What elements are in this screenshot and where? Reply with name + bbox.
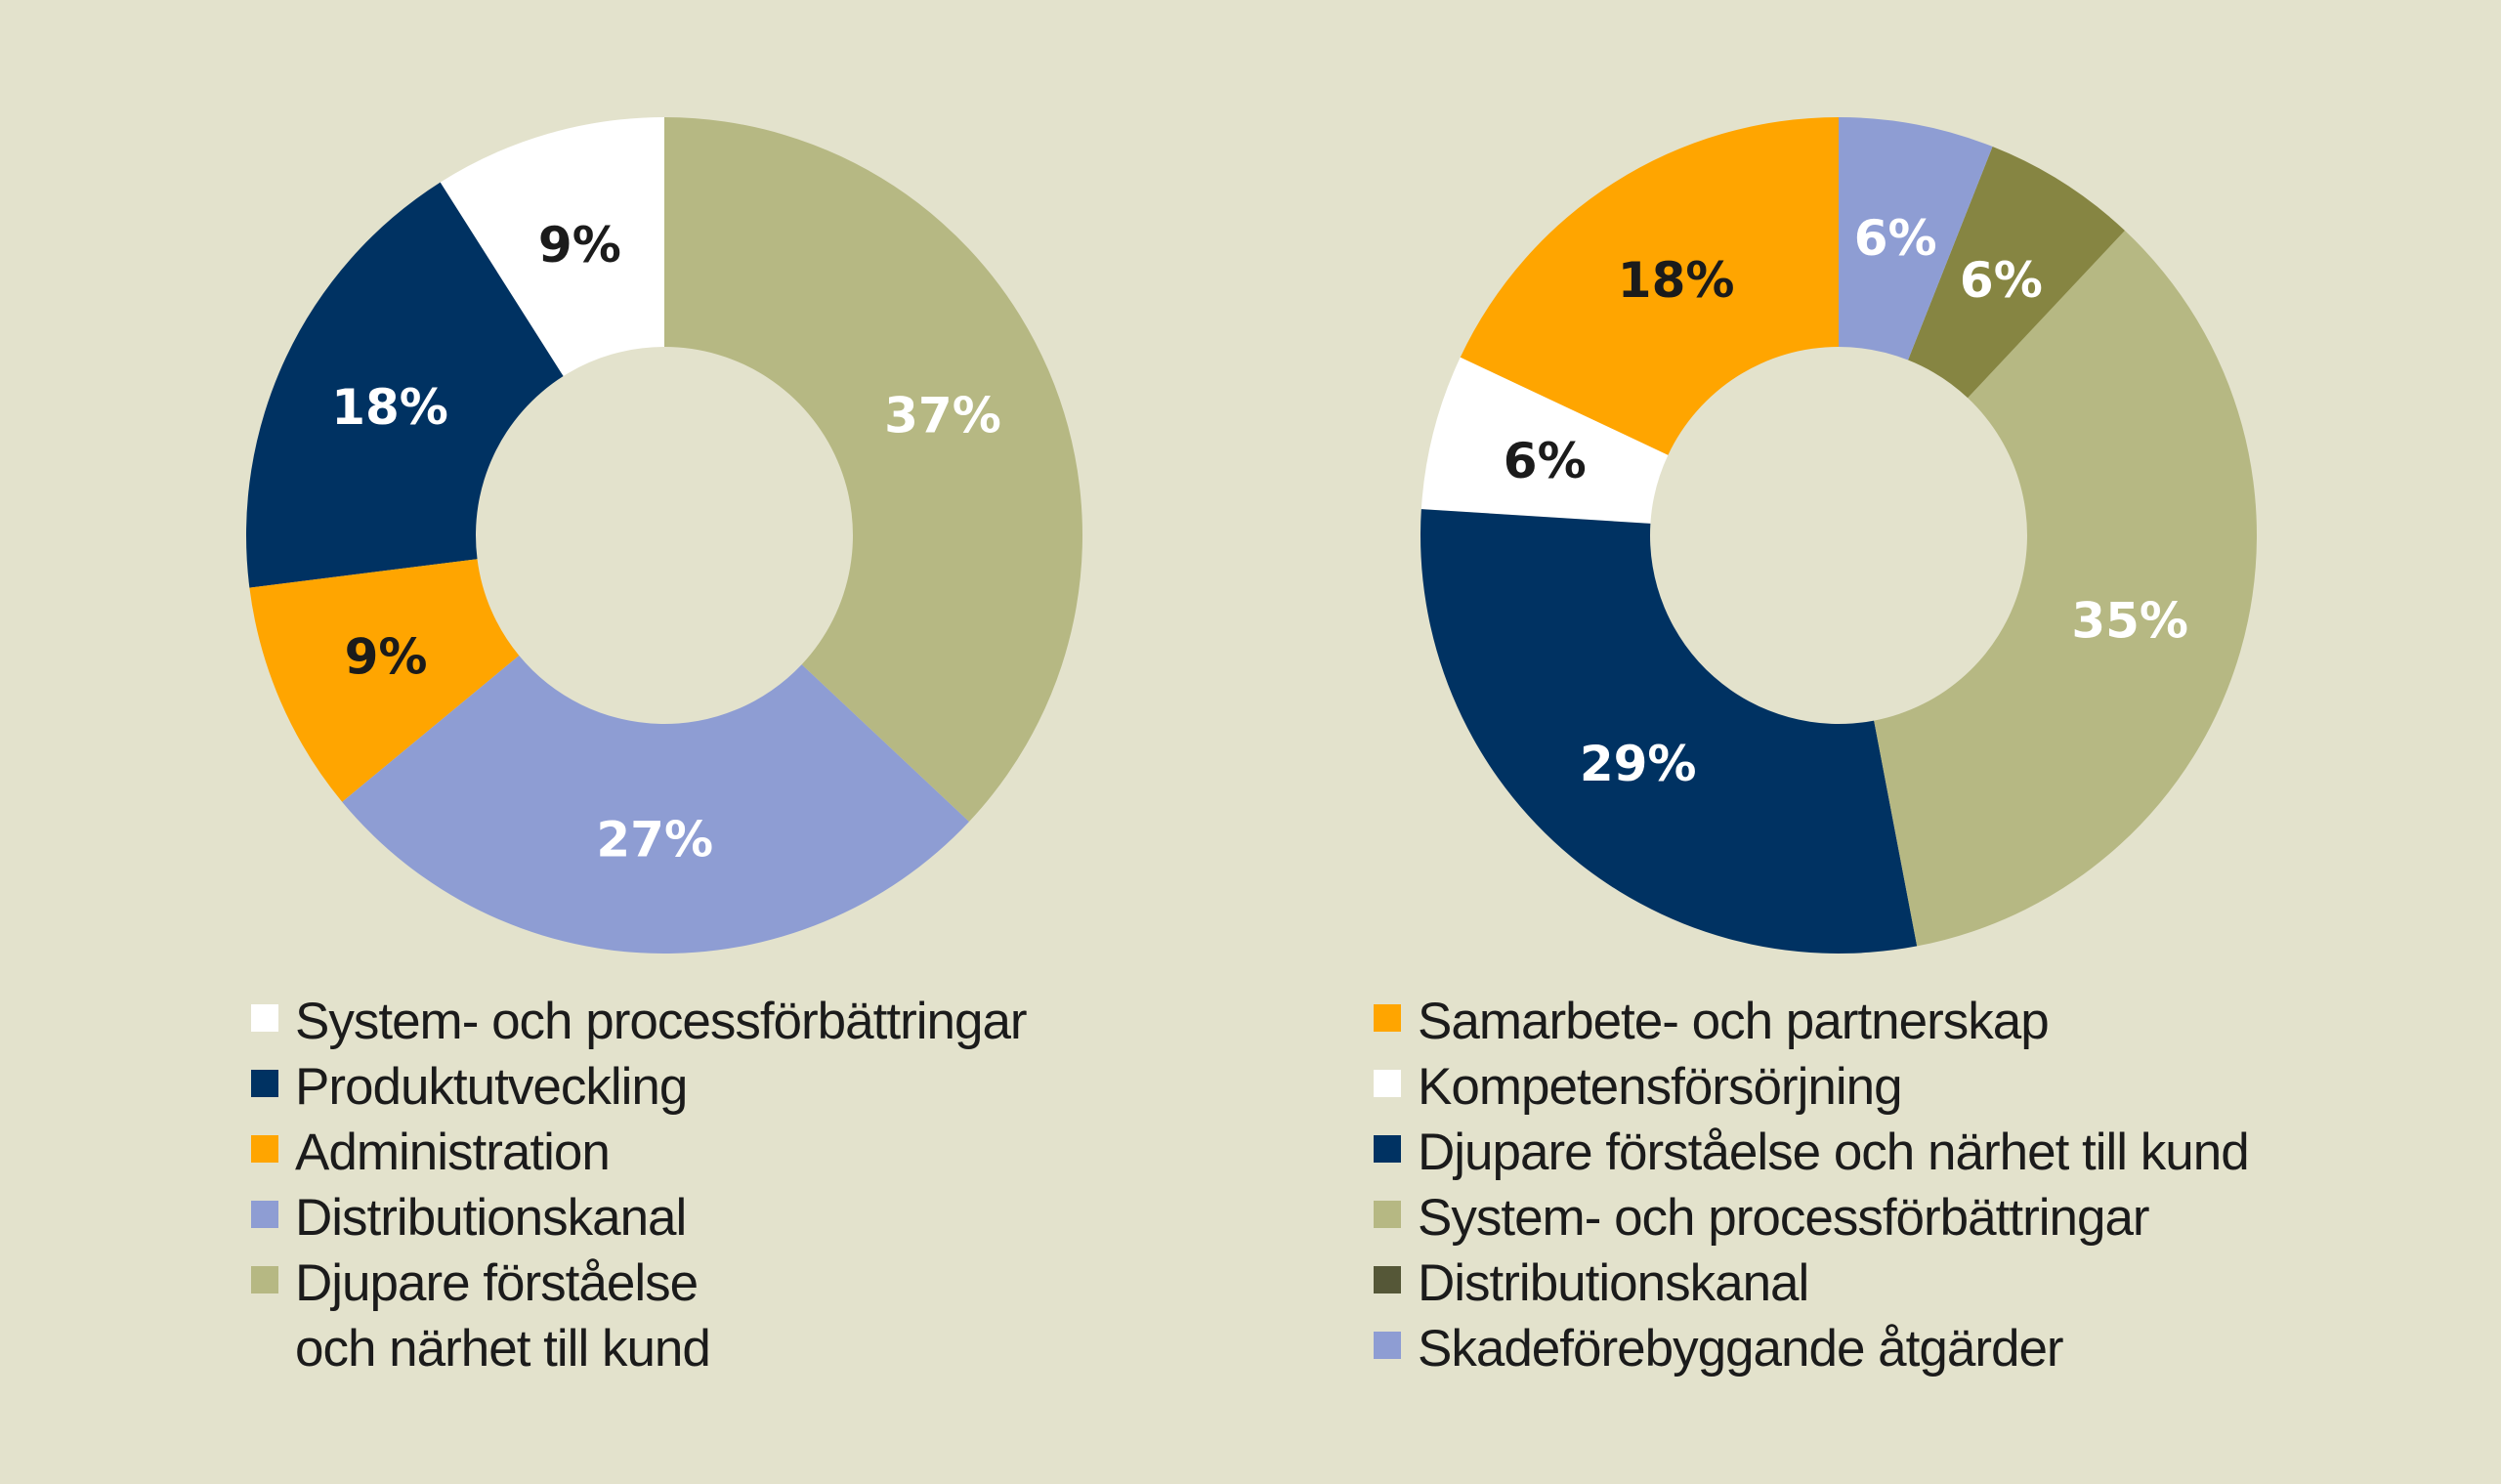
- slice-system-och-processforbattringar: [1874, 231, 2258, 947]
- legend-item: Skadeförebyggande åtgärder: [1374, 1316, 2448, 1381]
- slice-label-system-och-processforbattringar: 9%: [538, 217, 621, 274]
- legend-label: System- och processförbättringar: [295, 993, 1028, 1050]
- legend-item: Distributionskanal: [1374, 1251, 2448, 1316]
- slice-label-djupare-forstaelse-och-narhet-till-kund: 29%: [1580, 736, 1697, 792]
- slice-distributionskanal: [1908, 147, 2125, 399]
- slice-label-administration: 9%: [345, 628, 428, 685]
- legend-item: Produktutveckling: [251, 1054, 1130, 1120]
- legend-item: System- och processförbättringar: [251, 989, 1130, 1054]
- legend-right: Samarbete- och partnerskap Kompetensförsö…: [1374, 989, 2448, 1381]
- legend-item: Kompetensförsörjning: [1374, 1054, 2448, 1120]
- slice-samarbete-och-partnerskap: [1460, 117, 1839, 455]
- slice-administration: [249, 559, 520, 802]
- slice-skadeforebyggande-atgarder: [1839, 117, 1993, 360]
- legend-swatch: [251, 1201, 278, 1228]
- legend-label: System- och processförbättringar: [1418, 1189, 2150, 1247]
- legend-label: Skadeförebyggande åtgärder: [1418, 1320, 2064, 1378]
- slice-label-kompetensforsorjning: 6%: [1504, 433, 1587, 489]
- slice-label-skadeforebyggande-atgarder: 6%: [1854, 210, 1937, 267]
- legend-swatch: [1374, 1266, 1401, 1293]
- slice-produktutveckling: [246, 182, 564, 588]
- legend-label: Distributionskanal: [295, 1189, 687, 1247]
- slice-distributionskanal: [342, 656, 969, 954]
- legend-swatch: [1374, 1070, 1401, 1097]
- legend-swatch: [251, 1135, 278, 1163]
- slice-label-distributionskanal: 27%: [596, 811, 713, 868]
- legend-label: Samarbete- och partnerskap: [1418, 993, 2050, 1050]
- legend-swatch: [1374, 1004, 1401, 1032]
- legend-item: Administration: [251, 1120, 1130, 1185]
- slice-label-djupare-forstaelse-och-narhet-till-kund: 37%: [884, 388, 1001, 445]
- legend-swatch: [1374, 1135, 1401, 1163]
- legend-swatch: [1374, 1201, 1401, 1228]
- legend-swatch: [1374, 1332, 1401, 1359]
- slice-kompetensforsorjning: [1420, 357, 1669, 524]
- legend-label: Kompetensförsörjning: [1418, 1058, 1903, 1116]
- slice-label-produktutveckling: 18%: [331, 379, 448, 436]
- legend-swatch: [251, 1070, 278, 1097]
- slice-label-system-och-processforbattringar: 35%: [2071, 593, 2188, 650]
- legend-swatch: [251, 1004, 278, 1032]
- legend-label: Distributionskanal: [1418, 1254, 1809, 1312]
- legend-label: Administration: [295, 1124, 611, 1181]
- slice-djupare-forstaelse-och-narhet-till-kund: [1420, 509, 1918, 954]
- legend-item: Samarbete- och partnerskap: [1374, 989, 2448, 1054]
- legend-label: Djupare förståelse och närhet till kund: [1418, 1124, 2250, 1181]
- slice-label-distributionskanal: 6%: [1960, 252, 2043, 309]
- donut-chart-left: 9% 18% 9% 27% 37%: [246, 117, 1082, 954]
- legend-label: Djupare förståelse och närhet till kund: [295, 1254, 711, 1378]
- legend-label: Produktutveckling: [295, 1058, 688, 1116]
- legend-item: Djupare förståelse och närhet till kund: [1374, 1120, 2448, 1185]
- slice-label-samarbete-och-partnerskap: 18%: [1618, 252, 1735, 309]
- slice-djupare-forstaelse-och-narhet-till-kund: [664, 117, 1082, 822]
- slice-system-och-processforbattringar: [440, 117, 664, 377]
- legend-item: Distributionskanal: [251, 1185, 1130, 1251]
- legend-swatch: [251, 1266, 278, 1293]
- legend-item: System- och processförbättringar: [1374, 1185, 2448, 1251]
- legend-item: Djupare förståelse och närhet till kund: [251, 1251, 1130, 1381]
- legend-left: System- och processförbättringar Produktu…: [251, 989, 1130, 1381]
- donut-chart-right: 18% 6% 29% 35% 6% 6%: [1420, 117, 2258, 954]
